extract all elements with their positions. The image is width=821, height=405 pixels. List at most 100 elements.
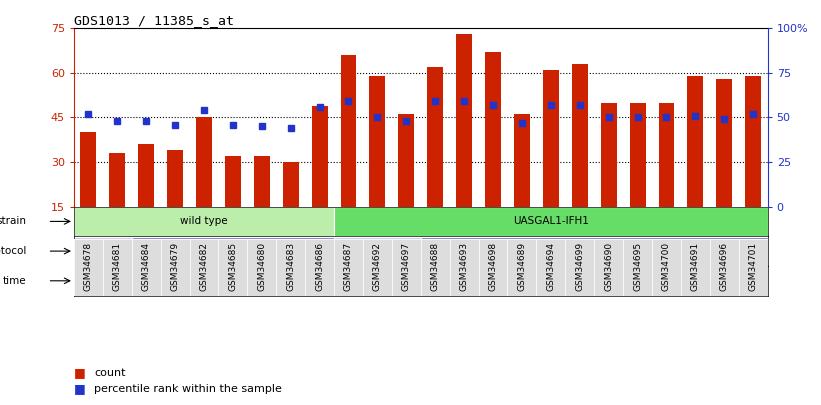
Text: GSM34701: GSM34701: [749, 242, 758, 291]
Bar: [594, 239, 623, 296]
Bar: [74, 266, 131, 295]
Bar: [334, 239, 363, 296]
Bar: [363, 239, 392, 296]
Text: strain: strain: [0, 216, 27, 226]
Bar: [161, 239, 190, 296]
Text: GSM34700: GSM34700: [662, 242, 671, 291]
Bar: [74, 207, 334, 236]
Text: GSM34687: GSM34687: [344, 242, 353, 291]
Text: GSM34696: GSM34696: [720, 242, 729, 291]
Bar: [276, 239, 305, 296]
Bar: [485, 52, 501, 207]
Text: GSM34686: GSM34686: [315, 242, 324, 291]
Bar: [334, 266, 421, 295]
Bar: [601, 102, 617, 207]
Text: GSM34695: GSM34695: [633, 242, 642, 291]
Bar: [456, 34, 472, 207]
Bar: [218, 239, 247, 296]
Text: GSM34692: GSM34692: [373, 242, 382, 291]
Text: wild type: wild type: [180, 216, 227, 226]
Bar: [196, 117, 212, 207]
Bar: [167, 150, 183, 207]
Text: GSM34685: GSM34685: [228, 242, 237, 291]
Text: 30 m: 30 m: [177, 276, 203, 286]
Bar: [421, 239, 450, 296]
Text: 0 m: 0 m: [93, 276, 112, 286]
Bar: [131, 266, 247, 295]
Text: GSM34680: GSM34680: [257, 242, 266, 291]
Bar: [398, 115, 415, 207]
Bar: [543, 70, 559, 207]
Bar: [282, 162, 299, 207]
Text: GSM34678: GSM34678: [84, 242, 93, 291]
Text: GSM34693: GSM34693: [460, 242, 469, 291]
Text: GSM34683: GSM34683: [287, 242, 296, 291]
Bar: [74, 237, 131, 265]
Bar: [421, 237, 768, 265]
Bar: [74, 239, 103, 296]
Bar: [103, 239, 131, 296]
Bar: [305, 239, 334, 296]
Bar: [225, 156, 241, 207]
Bar: [566, 239, 594, 296]
Text: GSM34684: GSM34684: [142, 242, 151, 291]
Bar: [566, 266, 652, 295]
Bar: [717, 79, 732, 207]
Bar: [687, 76, 704, 207]
Text: GDS1013 / 11385_s_at: GDS1013 / 11385_s_at: [74, 14, 234, 27]
Bar: [479, 266, 566, 295]
Bar: [681, 239, 710, 296]
Bar: [254, 156, 270, 207]
Bar: [623, 239, 652, 296]
Bar: [710, 239, 739, 296]
Text: GSM34690: GSM34690: [604, 242, 613, 291]
Bar: [334, 237, 421, 265]
Text: time: time: [3, 276, 27, 286]
Text: 0 m: 0 m: [368, 276, 388, 286]
Bar: [652, 266, 768, 295]
Text: 40 m: 40 m: [595, 276, 621, 286]
Bar: [138, 144, 154, 207]
Bar: [421, 266, 479, 295]
Text: GSM34699: GSM34699: [576, 242, 585, 291]
Bar: [247, 239, 276, 296]
Text: count: count: [94, 368, 126, 377]
Bar: [745, 76, 761, 207]
Text: control: control: [85, 246, 121, 256]
Bar: [450, 239, 479, 296]
Bar: [739, 239, 768, 296]
Text: GSM34698: GSM34698: [488, 242, 498, 291]
Text: GSM34682: GSM34682: [200, 242, 209, 291]
Bar: [190, 239, 218, 296]
Bar: [80, 132, 96, 207]
Text: GSM34679: GSM34679: [171, 242, 180, 291]
Bar: [341, 55, 356, 207]
Text: 60 m: 60 m: [696, 276, 723, 286]
Bar: [131, 237, 334, 265]
Bar: [312, 106, 328, 207]
Text: ■: ■: [74, 382, 85, 395]
Bar: [658, 102, 674, 207]
Text: GSM34691: GSM34691: [690, 242, 699, 291]
Text: GSM34697: GSM34697: [401, 242, 410, 291]
Text: galactose: galactose: [208, 246, 258, 256]
Bar: [369, 76, 385, 207]
Text: GSM34688: GSM34688: [431, 242, 440, 291]
Text: GSM34689: GSM34689: [517, 242, 526, 291]
Bar: [247, 266, 334, 295]
Bar: [427, 67, 443, 207]
Bar: [571, 64, 588, 207]
Text: 20 m: 20 m: [437, 276, 463, 286]
Text: 60 m: 60 m: [277, 276, 304, 286]
Bar: [131, 239, 161, 296]
Bar: [630, 102, 645, 207]
Bar: [109, 153, 125, 207]
Bar: [507, 239, 536, 296]
Text: UASGAL1-IFH1: UASGAL1-IFH1: [513, 216, 589, 226]
Bar: [334, 207, 768, 236]
Bar: [392, 239, 421, 296]
Text: growth protocol: growth protocol: [0, 246, 27, 256]
Text: percentile rank within the sample: percentile rank within the sample: [94, 384, 282, 394]
Text: GSM34681: GSM34681: [112, 242, 122, 291]
Text: control: control: [360, 246, 396, 256]
